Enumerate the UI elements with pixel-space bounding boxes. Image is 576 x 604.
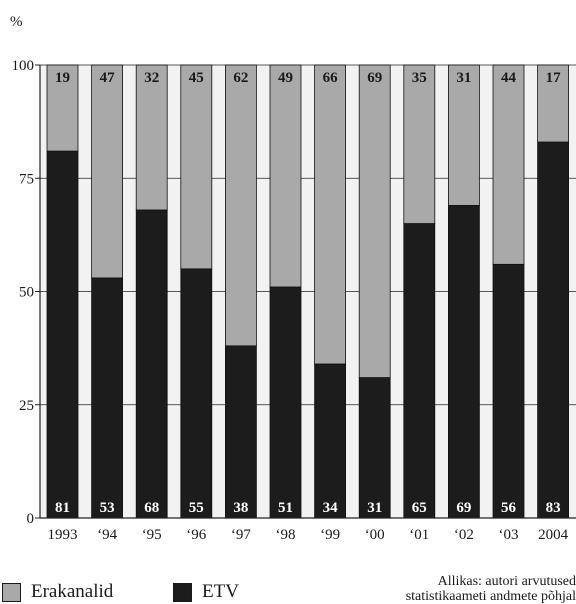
data-label-etv-5: 51: [278, 500, 293, 516]
data-label-erakanalid-9: 31: [456, 70, 471, 86]
bar-erakanalid-6: [314, 64, 347, 365]
data-label-etv-4: 38: [233, 500, 248, 516]
x-tick-label-7: ‘00: [365, 527, 385, 543]
legend-item-etv: ETV: [173, 581, 239, 602]
data-label-etv-7: 31: [367, 500, 382, 516]
y-tick-label-0: 0: [27, 511, 35, 527]
bar-erakanalid-10: [492, 64, 525, 265]
x-tick-label-3: ‘96: [186, 527, 206, 543]
source-line-2: statistikaameti andmete põhjal: [405, 589, 576, 604]
data-label-erakanalid-4: 62: [233, 70, 248, 86]
x-tick-label-0: 1993: [48, 527, 78, 543]
x-tick-label-4: ‘97: [231, 527, 251, 543]
x-tick-label-11: 2004: [538, 527, 569, 543]
bar-etv-7: [358, 377, 391, 519]
data-label-erakanalid-8: 35: [412, 70, 427, 86]
axes: 0 25 50 75 100 1993 ‘94 ‘95 ‘96 ‘97 ‘98 ‘99 ‘00 ‘01 ‘0…: [12, 58, 576, 543]
legend-label-etv: ETV: [202, 581, 239, 602]
x-tick-label-6: ‘99: [320, 527, 340, 543]
legend-label-erakanalid: Erakanalid: [31, 581, 114, 602]
legend-swatch-etv: [173, 582, 192, 602]
stacked-bar-chart: % 19 81 47 53 32 68 45 55 62 38 49 51 66 34 69 31 35 65 31…: [10, 14, 576, 543]
x-tick-label-5: ‘98: [276, 527, 296, 543]
legend: Erakanalid ETV: [0, 578, 576, 604]
bar-etv-8: [403, 223, 436, 519]
x-tick-label-2: ‘95: [142, 527, 162, 543]
data-label-etv-11: 83: [546, 500, 561, 516]
data-label-erakanalid-6: 66: [323, 70, 339, 86]
bar-erakanalid-3: [180, 64, 213, 270]
bar-etv-10: [492, 263, 525, 519]
bar-erakanalid-7: [358, 64, 391, 378]
bar-etv-4: [224, 345, 257, 519]
data-label-erakanalid-11: 17: [546, 70, 562, 86]
data-label-etv-2: 68: [144, 500, 159, 516]
bar-erakanalid-5: [269, 64, 302, 288]
y-tick-label-50: 50: [19, 285, 34, 301]
y-tick-label-25: 25: [19, 398, 34, 414]
bar-etv-3: [180, 268, 213, 519]
x-tick-label-1: ‘94: [97, 527, 117, 543]
x-tick-label-9: ‘02: [454, 527, 474, 543]
data-label-erakanalid-0: 19: [55, 70, 70, 86]
y-tick-label-100: 100: [12, 58, 35, 74]
source-line-1: Allikas: autori arvutused: [437, 574, 576, 589]
bar-etv-9: [447, 205, 480, 519]
y-axis-unit-label: %: [10, 14, 23, 30]
bar-erakanalid-9: [447, 64, 480, 206]
bar-erakanalid-4: [224, 64, 257, 347]
bar-etv-2: [135, 209, 168, 519]
bar-erakanalid-11: [537, 64, 569, 143]
data-label-etv-6: 34: [323, 500, 339, 516]
bar-etv-11: [537, 141, 569, 519]
data-label-erakanalid-10: 44: [501, 70, 517, 86]
source-note: Allikas: autori arvutused statistikaamet…: [310, 574, 576, 604]
bar-erakanalid-0: [46, 64, 79, 152]
bar-etv-1: [91, 277, 123, 519]
bar-etv-0: [46, 150, 79, 519]
bar-erakanalid-8: [403, 64, 436, 224]
x-tick-label-10: ‘03: [499, 527, 519, 543]
data-label-etv-3: 55: [189, 500, 204, 516]
bar-erakanalid-2: [135, 64, 168, 211]
data-label-erakanalid-2: 32: [144, 70, 159, 86]
data-label-erakanalid-1: 47: [100, 70, 116, 86]
bar-erakanalid-1: [91, 64, 123, 279]
data-label-etv-1: 53: [100, 500, 115, 516]
y-tick-label-75: 75: [19, 171, 34, 187]
data-label-etv-0: 81: [55, 500, 70, 516]
bar-etv-5: [269, 286, 302, 519]
legend-swatch-erakanalid: [2, 582, 21, 602]
data-label-etv-9: 69: [456, 500, 471, 516]
data-labels: 19 81 47 53 32 68 45 55 62 38 49 51 66 34 69 31 35 65 31 69…: [55, 70, 561, 516]
x-tick-label-8: ‘01: [409, 527, 429, 543]
legend-item-erakanalid: Erakanalid: [2, 581, 114, 602]
bar-etv-6: [314, 363, 347, 519]
data-label-erakanalid-7: 69: [367, 70, 382, 86]
gridlines: [40, 64, 576, 406]
data-label-etv-8: 65: [412, 500, 427, 516]
data-label-erakanalid-5: 49: [278, 70, 293, 86]
bars: [46, 64, 569, 519]
data-label-erakanalid-3: 45: [189, 70, 204, 86]
data-label-etv-10: 56: [501, 500, 517, 516]
